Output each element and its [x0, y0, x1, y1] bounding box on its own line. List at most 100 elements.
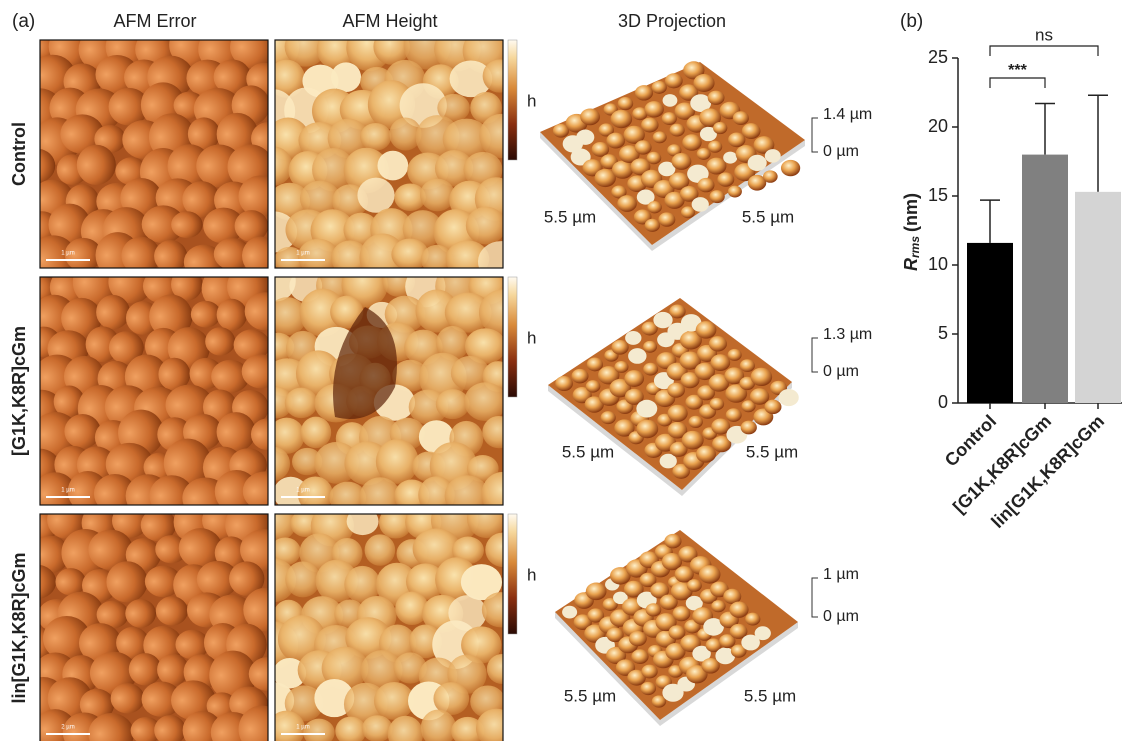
grain-3d: [635, 140, 652, 154]
grain-3d: [723, 152, 737, 164]
grain: [487, 654, 518, 684]
afm-height-image: [256, 261, 527, 518]
grain-3d: [618, 97, 633, 110]
grain-3d: [717, 172, 734, 186]
grain: [129, 653, 162, 685]
z-bottom-label: 0 µm: [823, 363, 859, 380]
grain-3d: [652, 81, 667, 94]
grain-3d: [689, 416, 703, 428]
grain-3d: [611, 110, 633, 128]
grain-3d: [728, 349, 742, 361]
grain: [298, 476, 333, 512]
grain-3d: [779, 389, 799, 406]
colorbar-label: h: [527, 328, 536, 347]
grain: [242, 354, 280, 388]
grain-3d: [709, 336, 727, 351]
grain-3d: [710, 190, 725, 203]
grain-3d: [693, 74, 714, 92]
grain-3d: [697, 148, 711, 160]
grain-3d: [646, 603, 662, 616]
grain-3d: [748, 155, 767, 171]
grain: [376, 439, 419, 484]
grain: [191, 301, 221, 328]
grain-3d: [741, 421, 757, 435]
grain-3d: [711, 600, 725, 612]
grain-3d: [571, 369, 588, 383]
y-tick-label: 20: [928, 116, 948, 136]
z-top-label: 1 µm: [823, 566, 859, 583]
x-tick-label: [G1K,K8R]cGm: [949, 411, 1055, 517]
grain-3d: [640, 682, 656, 695]
grain-3d: [576, 130, 594, 145]
column-title: AFM Error: [114, 11, 197, 31]
y-tick-label: 25: [928, 47, 948, 67]
x-size-label: 5.5 µm: [562, 442, 614, 461]
column-title: 3D Projection: [618, 11, 726, 31]
z-scale: [812, 578, 818, 617]
grain: [285, 561, 320, 597]
grain-3d: [728, 186, 742, 198]
grain-3d: [729, 602, 748, 618]
x-size-label: 5.5 µm: [544, 207, 596, 226]
grain-3d: [726, 408, 742, 422]
grain: [347, 508, 379, 535]
y-axis-label-part: rms: [908, 236, 922, 258]
figure: (a) (b) AFM ErrorAFM Height3D Projection…: [0, 0, 1123, 741]
y-tick-label: 0: [938, 392, 948, 412]
grain-3d: [555, 376, 573, 391]
grain-3d: [698, 178, 715, 192]
grain-3d: [601, 411, 616, 424]
grain-3d: [592, 142, 609, 157]
grain: [64, 414, 100, 448]
grain-3d: [614, 361, 628, 373]
scale-bar-label: 1 µm: [296, 725, 309, 731]
row-label: lin[G1K,K8R]cGm: [9, 552, 29, 703]
row-label: [G1K,K8R]cGm: [9, 326, 29, 456]
grain: [285, 388, 318, 418]
grain-3d: [625, 331, 641, 345]
grain: [217, 412, 256, 452]
colorbar: [508, 40, 517, 160]
grain-3d: [672, 153, 692, 170]
grain-3d: [669, 304, 685, 318]
grain: [466, 207, 506, 245]
significance-bracket: [990, 46, 1098, 56]
grain: [357, 178, 394, 213]
grain-3d: [710, 398, 725, 410]
grain-3d: [636, 400, 657, 418]
grain: [331, 62, 361, 92]
grain-3d: [636, 420, 658, 439]
grain-3d: [611, 340, 628, 355]
grain: [269, 418, 305, 454]
bar: [967, 243, 1013, 403]
grain: [111, 683, 145, 713]
afm-error-image: [17, 500, 287, 741]
grain: [360, 123, 391, 151]
y-axis-label-part: (nm): [901, 193, 921, 232]
grain-3d: [682, 431, 704, 450]
grain-3d: [667, 383, 685, 398]
afm-height-image: [249, 497, 520, 741]
significance-label: ns: [1035, 25, 1053, 44]
grain-3d: [668, 405, 688, 422]
bar: [1075, 192, 1121, 403]
grain-3d: [653, 312, 672, 328]
grain-3d: [635, 85, 653, 100]
grain-3d: [628, 348, 646, 364]
significance-label: ***: [1008, 62, 1027, 79]
grain-3d: [745, 613, 760, 626]
grain-3d: [643, 341, 657, 353]
grain-3d: [710, 354, 730, 371]
grain: [106, 561, 147, 602]
afm-error-image: [17, 23, 285, 284]
grain-3d: [587, 357, 603, 371]
y-tick-label: 10: [928, 254, 948, 274]
grain: [156, 596, 188, 625]
grain-3d: [606, 133, 625, 149]
colorbar: [508, 514, 517, 634]
y-tick-label: 15: [928, 185, 948, 205]
scale-bar-label: 1 µm: [296, 251, 309, 257]
bar: [1022, 155, 1068, 403]
y-size-label: 5.5 µm: [744, 686, 796, 705]
grain-3d: [586, 583, 607, 601]
